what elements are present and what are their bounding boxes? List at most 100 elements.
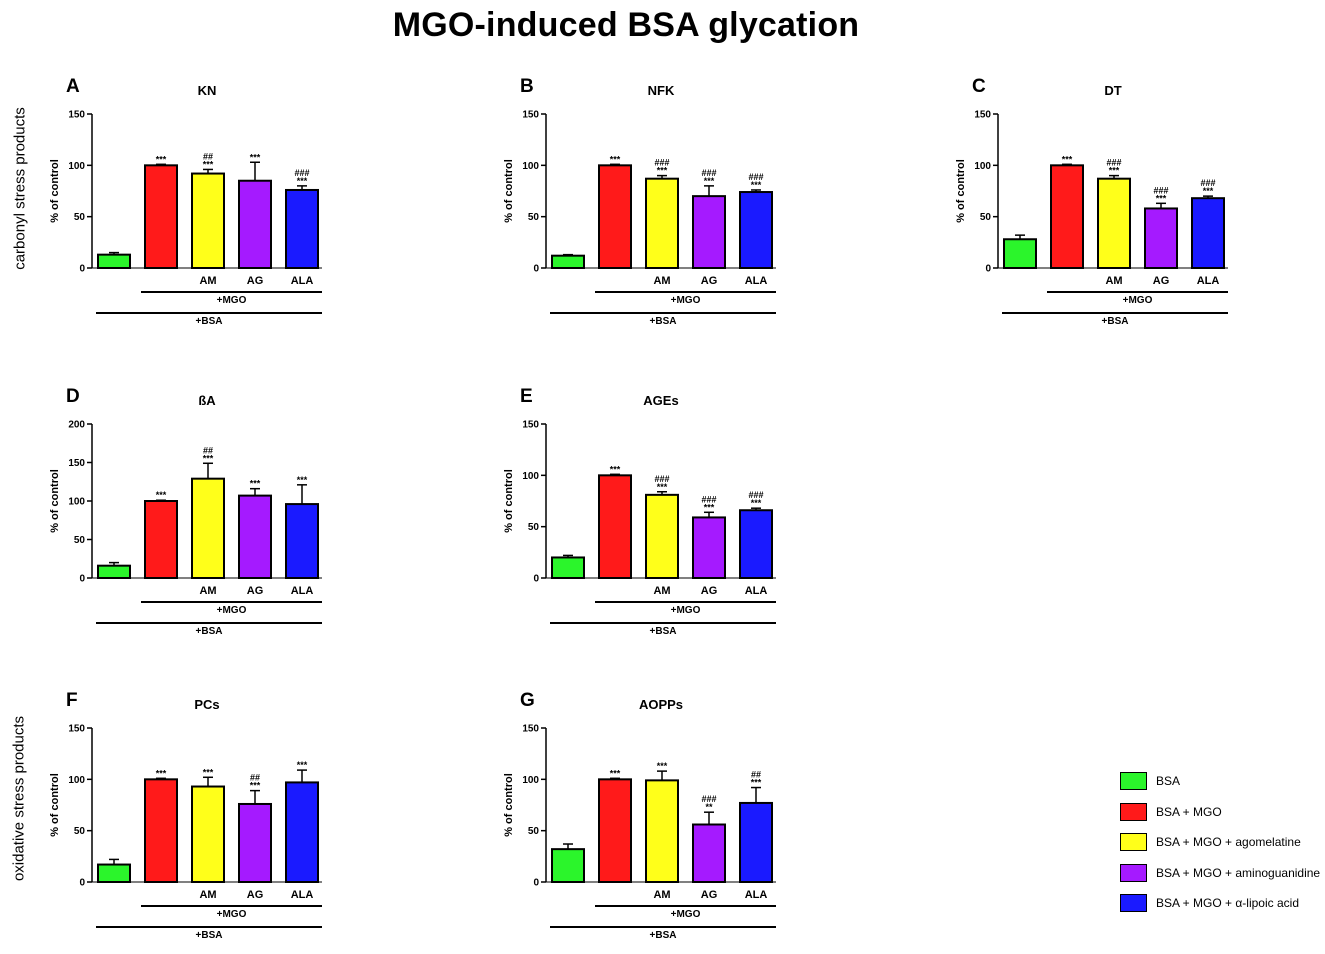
bar-C-2 <box>1097 177 1131 269</box>
y-axis-label-E: % of control <box>503 469 515 533</box>
sig-star-E-2: *** <box>657 482 668 492</box>
sig-hash-B-4: ### <box>748 172 763 182</box>
group-label-bsa-F: +BSA <box>196 930 223 941</box>
y-axis-label-F: % of control <box>49 773 61 837</box>
panel-letter-A: A <box>66 76 80 97</box>
legend-label-agomelatine: BSA + MGO + agomelatine <box>1156 835 1301 849</box>
panel-letter-D: D <box>66 386 80 407</box>
y-tick-label-D-0: 0 <box>79 574 85 585</box>
panel-title-C: DT <box>1104 83 1121 98</box>
bar-A-0 <box>97 253 131 270</box>
sig-hash-G-3: ### <box>701 794 716 804</box>
legend-label-bsa: BSA <box>1156 774 1181 788</box>
group-label-mgo-A: +MGO <box>217 295 247 306</box>
x-label-D-2: AM <box>199 585 216 597</box>
sig-star-A-2: *** <box>203 159 214 169</box>
x-label-A-2: AM <box>199 275 216 287</box>
y-tick-label-C-50: 50 <box>980 212 992 223</box>
group-label-mgo-E: +MGO <box>671 605 701 616</box>
sig-hash-A-4: ### <box>294 168 309 178</box>
bar-A-2 <box>191 172 225 269</box>
sig-star-E-1: *** <box>610 464 621 474</box>
sig-hash-E-3: ### <box>701 494 716 504</box>
legend-item-bsa: BSA <box>1120 770 1320 792</box>
y-tick-label-D-150: 150 <box>68 458 85 469</box>
legend-swatch-bsa <box>1120 772 1147 790</box>
x-label-F-4: ALA <box>291 889 314 901</box>
y-axis-label-D: % of control <box>49 469 61 533</box>
group-label-mgo-B: +MGO <box>671 295 701 306</box>
x-label-F-3: AG <box>247 889 264 901</box>
legend-item-mgo: BSA + MGO <box>1120 801 1320 823</box>
y-tick-label-E-50: 50 <box>528 522 540 533</box>
bar-C-3 <box>1144 207 1178 270</box>
bar-E-0 <box>551 556 585 579</box>
sig-star-F-3: *** <box>250 781 261 791</box>
legend-swatch-lipoic-acid <box>1120 894 1147 912</box>
sig-hash-B-3: ### <box>701 168 716 178</box>
bar-E-4 <box>739 509 773 579</box>
legend-item-agomelatine: BSA + MGO + agomelatine <box>1120 831 1320 853</box>
y-tick-label-F-0: 0 <box>79 878 85 889</box>
x-label-B-3: AG <box>701 275 718 287</box>
y-tick-label-C-150: 150 <box>974 110 991 121</box>
panel-title-D: ßA <box>198 393 216 408</box>
bar-G-1 <box>598 778 632 883</box>
y-tick-label-C-100: 100 <box>974 161 991 172</box>
bar-B-1 <box>598 164 632 269</box>
y-tick-label-G-0: 0 <box>533 878 539 889</box>
y-tick-label-E-100: 100 <box>522 471 539 482</box>
x-label-C-2: AM <box>1105 275 1122 287</box>
bar-D-2 <box>191 477 225 579</box>
sig-star-G-1: *** <box>610 768 621 778</box>
y-tick-label-C-0: 0 <box>985 264 991 275</box>
y-tick-label-F-100: 100 <box>68 775 85 786</box>
panel-letter-B: B <box>520 76 534 97</box>
y-axis-label-G: % of control <box>503 773 515 837</box>
legend-swatch-mgo <box>1120 802 1147 821</box>
x-label-E-3: AG <box>701 585 718 597</box>
bar-A-4 <box>285 188 319 269</box>
sig-star-G-4: *** <box>751 778 762 788</box>
x-label-B-4: ALA <box>745 275 768 287</box>
group-label-mgo-G: +MGO <box>671 909 701 920</box>
sig-hash-C-3: ### <box>1153 185 1168 195</box>
sig-star-D-2: *** <box>203 453 214 463</box>
x-label-A-4: ALA <box>291 275 314 287</box>
legend-item-lipoic-acid: BSA + MGO + α-lipoic acid <box>1120 892 1320 914</box>
y-tick-label-G-150: 150 <box>522 724 539 735</box>
sig-star-G-3: ** <box>705 802 713 812</box>
y-tick-label-G-100: 100 <box>522 775 539 786</box>
sig-star-F-4: *** <box>297 760 308 770</box>
group-label-bsa-C: +BSA <box>1102 316 1129 327</box>
x-label-C-3: AG <box>1153 275 1170 287</box>
bar-D-1 <box>144 500 178 579</box>
y-tick-label-B-0: 0 <box>533 264 539 275</box>
panel-letter-E: E <box>520 386 533 407</box>
sig-star-C-3: *** <box>1156 193 1167 203</box>
bar-C-0 <box>1003 238 1037 269</box>
sig-hash-A-2: ## <box>203 151 213 161</box>
bar-B-4 <box>739 191 773 269</box>
bar-F-4 <box>285 781 319 883</box>
bar-G-2 <box>645 779 679 883</box>
sig-star-G-2: *** <box>657 761 668 771</box>
sig-star-C-4: *** <box>1203 186 1214 196</box>
bar-G-0 <box>551 848 585 883</box>
legend-label-mgo: BSA + MGO <box>1156 804 1222 819</box>
bar-D-0 <box>97 564 131 579</box>
group-label-bsa-B: +BSA <box>650 316 677 327</box>
x-label-E-2: AM <box>653 585 670 597</box>
x-label-A-3: AG <box>247 275 264 287</box>
bar-F-3 <box>238 802 272 883</box>
figure-title: MGO-induced BSA glycation <box>392 6 860 44</box>
y-tick-label-A-150: 150 <box>68 110 85 121</box>
legend-label-lipoic-acid: BSA + MGO + α-lipoic acid <box>1156 896 1299 910</box>
bar-F-1 <box>144 778 178 883</box>
sig-star-D-1: *** <box>156 490 167 500</box>
bar-G-3 <box>692 823 726 883</box>
